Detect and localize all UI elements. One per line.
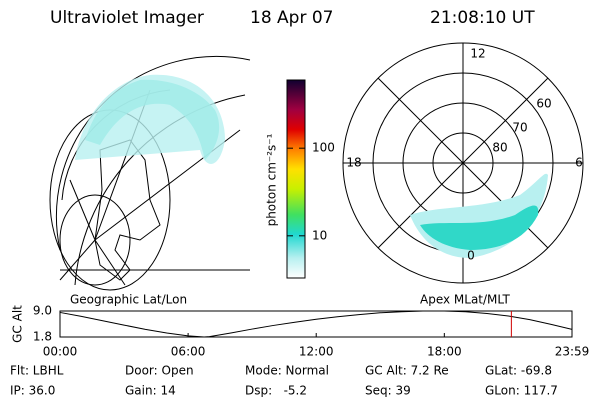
colorbar-label: photon cm⁻²s⁻¹ (265, 133, 279, 226)
geographic-map (49, 55, 251, 291)
mlat-label: 60 (536, 97, 551, 111)
status-field: Gain: 14 (125, 384, 176, 398)
status-field: Seq: 39 (365, 384, 411, 398)
status-field: IP: 36.0 (10, 384, 55, 398)
x-tick-label: 12:00 (299, 345, 334, 359)
polar-plot (342, 42, 584, 284)
time: 21:08:10 UT (430, 8, 535, 28)
status-field: Flt: LBHL (10, 364, 64, 378)
y-tick-label: 9.0 (33, 304, 52, 318)
left-label: Geographic Lat/Lon (70, 293, 187, 307)
y-axis-label: GC Alt (11, 305, 25, 343)
mlt-label: 0 (467, 249, 475, 263)
mlat-label: 80 (492, 141, 507, 155)
colorbar (286, 79, 306, 279)
x-tick-label: 18:00 (427, 345, 462, 359)
status-field: Mode: Normal (245, 364, 329, 378)
status-field: GC Alt: 7.2 Re (365, 364, 449, 378)
altitude-line (59, 310, 573, 338)
status-field: Door: Open (125, 364, 194, 378)
status-field: GLat: -69.8 (485, 364, 552, 378)
status-field: GLon: 117.7 (485, 384, 558, 398)
x-tick-label: 23:59 (555, 345, 590, 359)
colorbar-tick-label: 10 (312, 228, 327, 242)
mlt-label: 6 (575, 156, 583, 170)
instrument: Ultraviolet Imager (50, 8, 204, 28)
mlat-label: 70 (512, 121, 527, 135)
mlt-label: 12 (470, 47, 485, 61)
x-tick-label: 00:00 (43, 345, 78, 359)
colorbar-tick-label: 100 (312, 141, 335, 155)
y-tick-label: 1.8 (33, 330, 52, 344)
status-field: Dsp: -5.2 (245, 384, 307, 398)
x-tick-label: 06:00 (171, 345, 206, 359)
right-label: Apex MLat/MLT (420, 293, 510, 307)
date: 18 Apr 07 (250, 8, 333, 28)
mlt-label: 18 (346, 156, 361, 170)
